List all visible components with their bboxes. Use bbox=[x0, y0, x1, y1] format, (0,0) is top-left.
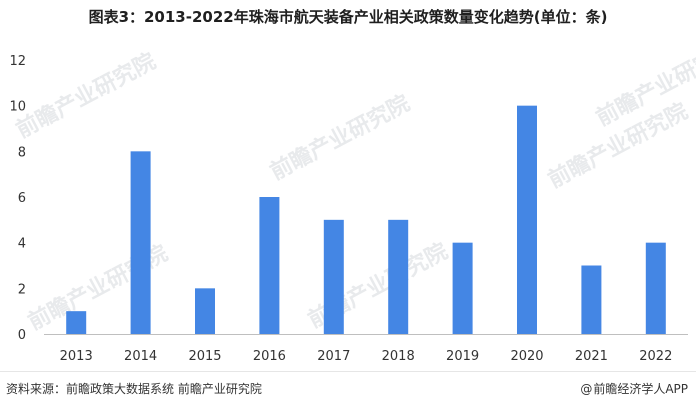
x-tick-label: 2017 bbox=[317, 349, 350, 364]
x-tick-label: 2019 bbox=[446, 349, 479, 364]
x-tick-label: 2022 bbox=[639, 349, 672, 364]
bar-2020 bbox=[517, 105, 537, 335]
brand-label: @前瞻经济学人APP bbox=[580, 380, 688, 397]
y-tick-label: 10 bbox=[9, 100, 26, 115]
x-tick-label: 2015 bbox=[188, 349, 221, 364]
y-tick-label: 2 bbox=[18, 282, 26, 297]
x-tick-label: 2021 bbox=[575, 349, 608, 364]
chart-title: 图表3：2013-2022年珠海市航天装备产业相关政策数量变化趋势(单位：条) bbox=[88, 8, 608, 26]
y-tick-label: 4 bbox=[18, 237, 26, 252]
brand-text: 前瞻经济学人APP bbox=[593, 382, 688, 396]
bar-chart: 0 2 4 6 8 10 12 2013 2014 2015 2016 2017 2018 2019 202… bbox=[9, 54, 688, 364]
bar-2021 bbox=[581, 265, 602, 334]
bar-2018 bbox=[388, 219, 409, 334]
x-tick-label: 2014 bbox=[124, 349, 157, 364]
y-tick-label: 8 bbox=[18, 145, 26, 160]
footer-divider bbox=[0, 371, 696, 372]
y-tick-label: 12 bbox=[9, 54, 26, 69]
bar-2017 bbox=[323, 219, 344, 334]
bar-2019 bbox=[452, 242, 473, 334]
bar-2014 bbox=[130, 151, 151, 334]
source-note: 资料来源：前瞻政策大数据系统 前瞻产业研究院 bbox=[6, 382, 262, 396]
bar-2022 bbox=[645, 242, 666, 334]
bar-2016 bbox=[259, 197, 280, 334]
bar-2013 bbox=[66, 311, 87, 334]
y-tick-label: 0 bbox=[18, 328, 26, 343]
x-tick-label: 2020 bbox=[510, 349, 543, 364]
at-sign-icon: @ bbox=[580, 382, 593, 396]
x-tick-label: 2016 bbox=[253, 349, 286, 364]
x-tick-label: 2018 bbox=[382, 349, 415, 364]
bar-2015 bbox=[195, 288, 215, 334]
y-tick-label: 6 bbox=[18, 191, 26, 206]
x-tick-label: 2013 bbox=[60, 349, 93, 364]
